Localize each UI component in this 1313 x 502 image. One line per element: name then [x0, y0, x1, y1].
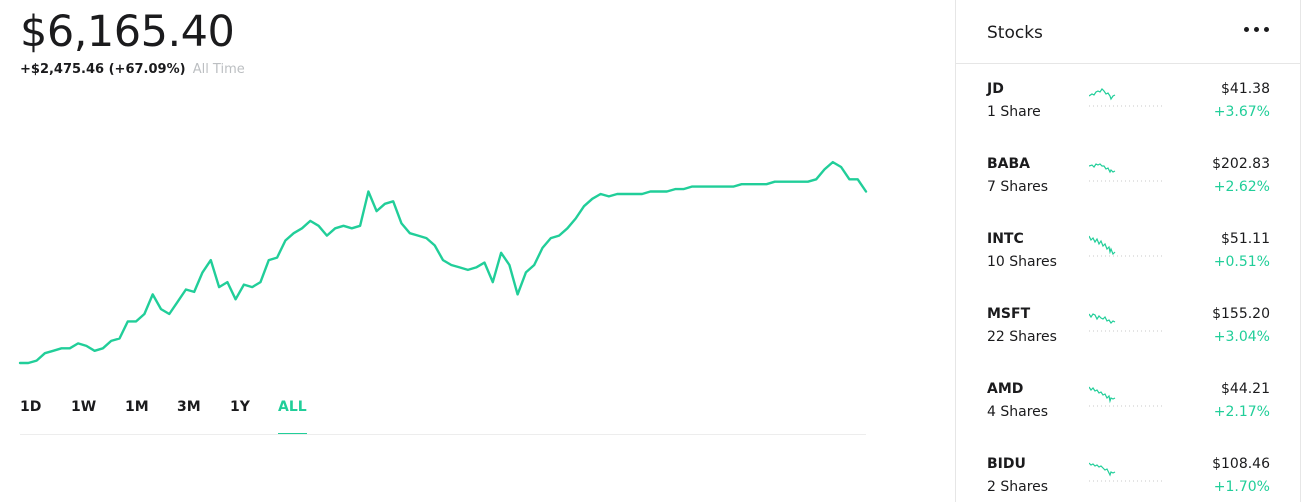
stocks-card: Stocks JD 1 Share $41.38 +3.67% BABA 7 S…	[955, 0, 1301, 502]
stocks-card-header: Stocks	[956, 0, 1300, 64]
range-tabs: 1D 1W 1M 3M 1Y ALL	[20, 396, 866, 436]
stock-price: $155.20	[1212, 306, 1270, 322]
stocks-card-title: Stocks	[987, 23, 1043, 43]
range-tab-1y[interactable]: 1Y	[230, 399, 250, 415]
sparkline-chart	[1089, 235, 1163, 257]
range-tab-all[interactable]: ALL	[278, 396, 307, 435]
portfolio-change-row: +$2,475.46 (+67.09%) All Time	[20, 61, 245, 79]
stock-shares: 7 Shares	[987, 179, 1049, 195]
range-tab-1d[interactable]: 1D	[20, 399, 42, 415]
range-tab-1m[interactable]: 1M	[125, 399, 149, 415]
stock-price: $41.38	[1221, 81, 1270, 97]
stock-price: $51.11	[1221, 231, 1270, 247]
stock-price: $44.21	[1221, 381, 1270, 397]
stock-shares: 10 Shares	[987, 254, 1057, 270]
portfolio-chart[interactable]	[0, 0, 940, 380]
sparkline-chart	[1089, 313, 1163, 332]
stock-row-intc[interactable]: INTC 10 Shares $51.11 +0.51%	[956, 214, 1300, 289]
stock-symbol: JD	[987, 81, 1004, 97]
stock-symbol: INTC	[987, 231, 1024, 247]
stock-change: +0.51%	[1213, 254, 1270, 270]
stock-shares: 22 Shares	[987, 329, 1057, 345]
range-tab-1w[interactable]: 1W	[71, 399, 97, 415]
portfolio-change-range: All Time	[192, 62, 245, 77]
portfolio-series-line	[18, 160, 868, 365]
stock-change: +3.04%	[1213, 329, 1270, 345]
sparkline-chart	[1089, 462, 1163, 482]
stock-change: +2.17%	[1213, 404, 1270, 420]
range-tabs-divider	[20, 434, 866, 435]
range-tab-3m[interactable]: 3M	[177, 399, 201, 415]
stock-change: +3.67%	[1213, 104, 1270, 120]
portfolio-change: +$2,475.46 (+67.09%)	[20, 62, 186, 77]
stock-row-amd[interactable]: AMD 4 Shares $44.21 +2.17%	[956, 364, 1300, 439]
portfolio-panel: $6,165.40 +$2,475.46 (+67.09%) All Time …	[0, 0, 940, 436]
stock-shares: 4 Shares	[987, 404, 1049, 420]
stock-symbol: MSFT	[987, 306, 1031, 322]
stock-row-baba[interactable]: BABA 7 Shares $202.83 +2.62%	[956, 139, 1300, 214]
stock-symbol: BIDU	[987, 456, 1026, 472]
stock-change: +2.62%	[1213, 179, 1270, 195]
stock-change: +1.70%	[1213, 479, 1270, 495]
stock-shares: 1 Share	[987, 104, 1041, 120]
stock-row-msft[interactable]: MSFT 22 Shares $155.20 +3.04%	[956, 289, 1300, 364]
sparkline-chart	[1089, 386, 1163, 407]
stock-price: $202.83	[1212, 156, 1270, 172]
stock-shares: 2 Shares	[987, 479, 1049, 495]
stock-row-jd[interactable]: JD 1 Share $41.38 +3.67%	[956, 64, 1300, 139]
sparkline-chart	[1089, 88, 1163, 107]
stock-row-bidu[interactable]: BIDU 2 Shares $108.46 +1.70%	[956, 439, 1300, 502]
stock-symbol: BABA	[987, 156, 1031, 172]
stock-symbol: AMD	[987, 381, 1024, 397]
portfolio-value: $6,165.40	[20, 7, 235, 57]
sparkline-chart	[1089, 163, 1163, 182]
stock-price: $108.46	[1212, 456, 1270, 472]
more-horizontal-icon[interactable]	[1244, 26, 1270, 34]
